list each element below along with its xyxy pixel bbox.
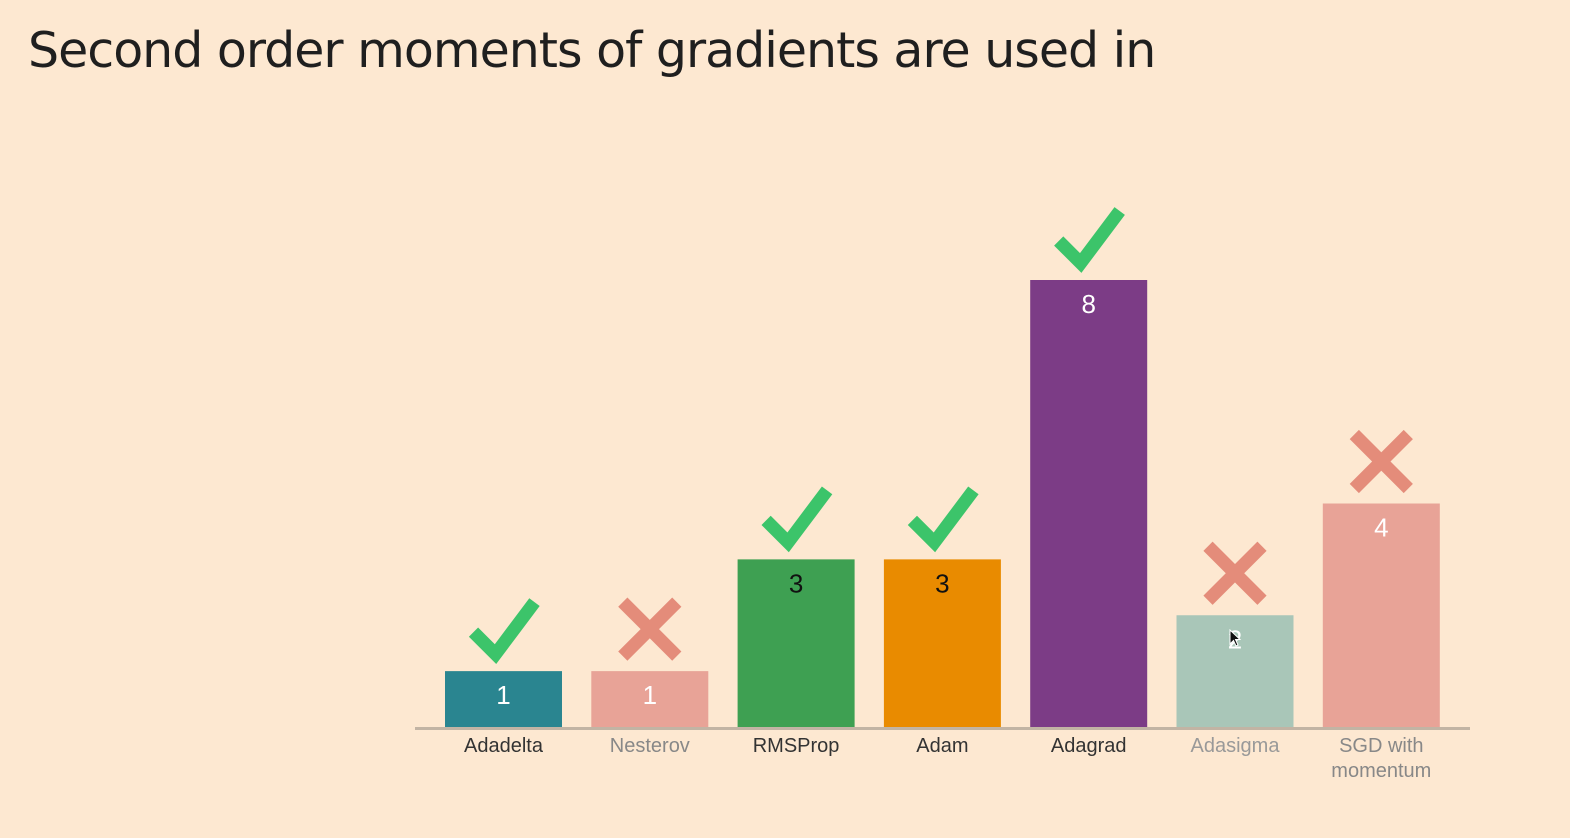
x-tick-label-4: Adagrad <box>1051 735 1127 757</box>
bar-2 <box>737 559 855 727</box>
data-label-4: 8 <box>1081 289 1095 319</box>
bar-1 <box>591 671 709 727</box>
data-label-6: 4 <box>1374 513 1388 543</box>
data-label-3: 3 <box>935 568 949 598</box>
x-tick-label-0: Adadelta <box>464 735 544 757</box>
check-icon <box>1054 207 1125 273</box>
bar-0 <box>445 671 562 727</box>
bar-3 <box>883 559 1001 727</box>
cross-icon <box>618 597 682 661</box>
x-tick-label-3: Adam <box>916 735 968 757</box>
mouse-cursor-icon <box>1229 629 1242 647</box>
x-tick-label-5: Adasigma <box>1191 735 1281 757</box>
data-label-0: 1 <box>496 680 510 710</box>
data-label-1: 1 <box>643 680 657 710</box>
slide-title: Second order moments of gradients are us… <box>28 22 1156 79</box>
check-icon <box>761 486 833 553</box>
x-tick-label-6: SGD with momentum <box>1331 735 1431 782</box>
check-icon <box>907 486 979 553</box>
bar-4 <box>1030 280 1148 727</box>
cross-icon <box>1203 541 1267 605</box>
cross-icon <box>1349 429 1413 494</box>
x-tick-label-1: Nesterov <box>610 735 690 757</box>
data-label-2: 3 <box>789 568 803 598</box>
bar-5 <box>1176 615 1294 727</box>
check-icon <box>468 598 540 665</box>
x-tick-label-2: RMSProp <box>753 735 840 757</box>
bar-6 <box>1322 503 1440 727</box>
